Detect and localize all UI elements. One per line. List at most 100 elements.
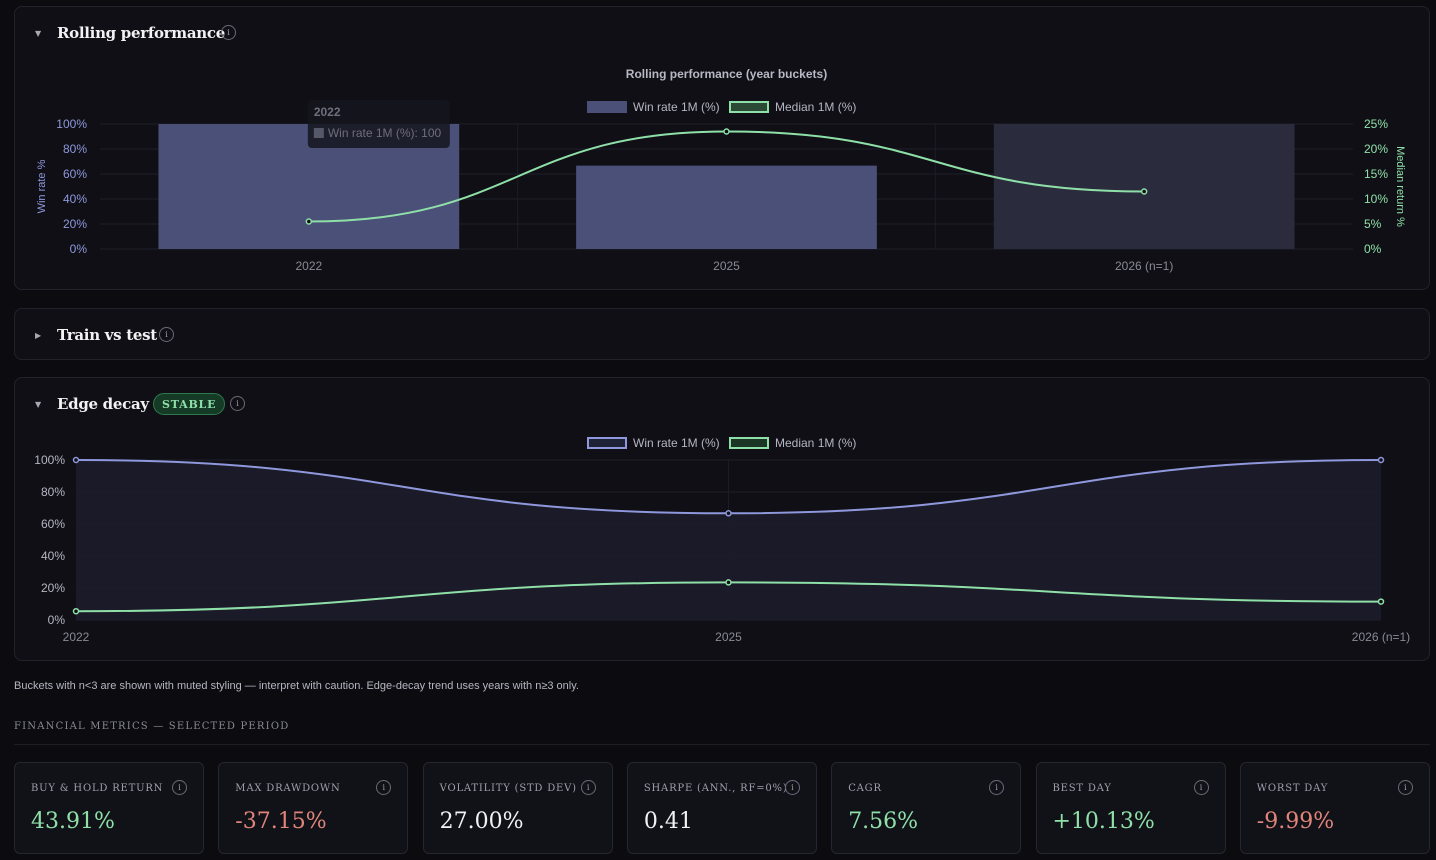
y-tick-label: 20% [41, 581, 65, 595]
tooltip-box [307, 100, 450, 148]
metric-value: 43.91% [31, 809, 115, 834]
legend-swatch [587, 437, 627, 449]
section-divider [14, 744, 1430, 745]
y-tick-label: 80% [63, 142, 87, 156]
bar-2026-n-1- [993, 124, 1295, 249]
train-vs-test-header[interactable]: ▶ Train vs test i [15, 309, 1429, 361]
x-tick-label: 2026 (n=1) [1115, 259, 1173, 273]
edge-decay-title: Edge decay [57, 395, 149, 413]
metric-card: BEST DAY i +10.13% [1035, 762, 1226, 854]
tooltip-title: 2022 [314, 105, 341, 119]
metric-card: BUY & HOLD RETURN i 43.91% [14, 762, 204, 854]
info-icon[interactable]: i [376, 780, 392, 795]
y2-tick-label: 15% [1364, 167, 1388, 181]
legend-label: Win rate 1M (%) [633, 100, 720, 114]
edge-decay-header[interactable]: ▼ Edge decay STABLE i [15, 378, 1429, 430]
x-tick-label: 2025 [713, 259, 740, 273]
win-rate-area [76, 460, 1381, 620]
win-rate-point [1377, 456, 1385, 464]
rolling-performance-panel: ▼ Rolling performance i Rolling performa… [14, 6, 1430, 290]
chart-title: Rolling performance (year buckets) [626, 67, 827, 81]
legend-swatch [587, 101, 627, 113]
y-tick-label: 60% [41, 517, 65, 531]
info-icon[interactable]: i [1397, 780, 1413, 795]
median-point [72, 607, 80, 615]
info-icon[interactable]: i [989, 780, 1005, 795]
y-tick-label: 80% [41, 485, 65, 499]
metric-label: VOLATILITY (STD DEV) [439, 783, 577, 794]
y-tick-label: 100% [34, 453, 65, 467]
metric-value: 7.56% [848, 809, 919, 834]
info-icon[interactable]: i [221, 25, 236, 40]
y-tick-label: 0% [70, 242, 88, 256]
metric-label: CAGR [848, 783, 882, 794]
rolling-performance-title: Rolling performance [57, 24, 225, 42]
edge-decay-panel: ▼ Edge decay STABLE i 0% 20% 40% 60% 80% 100%… [14, 377, 1430, 661]
muted-buckets-note: Buckets with n<3 are shown with muted st… [14, 680, 579, 692]
status-badge: STABLE [153, 393, 226, 415]
y-tick-label: 20% [63, 217, 87, 231]
y-axis-label: Win rate % [36, 159, 48, 213]
metric-card: WORST DAY i -9.99% [1239, 762, 1430, 854]
bar-2025 [576, 165, 877, 249]
rolling-performance-header[interactable]: ▼ Rolling performance i [15, 7, 1429, 59]
metric-card: MAX DRAWDOWN i -37.15% [218, 762, 409, 854]
y2-tick-label: 0% [1364, 242, 1382, 256]
median-point [1377, 598, 1385, 605]
y-tick-label: 0% [48, 613, 66, 627]
x-tick-label: 2025 [715, 630, 742, 644]
train-vs-test-title: Train vs test [57, 326, 157, 344]
win-rate-point [72, 456, 80, 464]
y-tick-label: 40% [41, 549, 65, 563]
median-point [723, 128, 730, 135]
financial-metrics-heading: FINANCIAL METRICS — SELECTED PERIOD [14, 721, 290, 732]
rolling-performance-chart: Rolling performance (year buckets) 0% 20% 4… [36, 67, 1406, 273]
metric-value: +10.13% [1052, 809, 1155, 834]
metric-value: -9.99% [1256, 809, 1335, 834]
median-point [305, 218, 313, 225]
expand-caret-icon[interactable]: ▶ [35, 330, 42, 340]
x-tick-label: 2022 [63, 630, 90, 644]
metric-label: BEST DAY [1052, 783, 1112, 794]
legend-label: Win rate 1M (%) [633, 436, 720, 450]
metric-label: SHARPE (ANN., RF=0%) [643, 783, 788, 794]
info-icon[interactable]: i [580, 780, 596, 795]
legend-label: Median 1M (%) [775, 100, 856, 114]
win-rate-point [725, 510, 732, 517]
median-point [725, 579, 732, 586]
train-vs-test-panel: ▶ Train vs test i [14, 308, 1430, 360]
median-point [1140, 188, 1148, 195]
legend-swatch [729, 101, 769, 113]
metric-label: MAX DRAWDOWN [235, 783, 341, 794]
info-icon[interactable]: i [784, 780, 800, 795]
y-tick-label: 40% [63, 192, 87, 206]
info-icon[interactable]: i [1193, 780, 1209, 795]
x-tick-label: 2022 [295, 259, 322, 273]
y2-tick-label: 20% [1364, 142, 1388, 156]
metric-card: VOLATILITY (STD DEV) i 27.00% [422, 762, 613, 854]
metric-label: BUY & HOLD RETURN [31, 783, 164, 794]
metric-label: WORST DAY [1256, 783, 1329, 794]
collapse-caret-icon[interactable]: ▼ [35, 399, 42, 409]
metric-card: SHARPE (ANN., RF=0%) i 0.41 [626, 762, 817, 854]
info-icon[interactable]: i [172, 780, 187, 795]
x-tick-label: 2026 (n=1) [1352, 630, 1410, 644]
tooltip-label: Win rate 1M (%): 100 [328, 126, 442, 140]
collapse-caret-icon[interactable]: ▼ [35, 28, 42, 38]
y2-tick-label: 5% [1364, 217, 1382, 231]
y2-tick-label: 10% [1364, 192, 1388, 206]
legend-label: Median 1M (%) [775, 436, 856, 450]
y-tick-label: 100% [56, 117, 87, 131]
metric-value: 0.41 [643, 809, 693, 834]
y-tick-label: 60% [63, 167, 87, 181]
metric-card: CAGR i 7.56% [831, 762, 1022, 854]
info-icon[interactable]: i [159, 327, 174, 342]
y2-tick-label: 25% [1364, 117, 1388, 131]
edge-decay-chart: 0% 20% 40% 60% 80% 100% 2022 2025 2026 (n=1) Win … [34, 436, 1410, 644]
legend-swatch [729, 437, 769, 449]
metric-value: -37.15% [235, 809, 327, 834]
metric-value: 27.00% [439, 809, 524, 834]
y2-axis-label: Median return % [1394, 146, 1406, 227]
tooltip-swatch [313, 128, 324, 138]
info-icon[interactable]: i [230, 396, 245, 411]
